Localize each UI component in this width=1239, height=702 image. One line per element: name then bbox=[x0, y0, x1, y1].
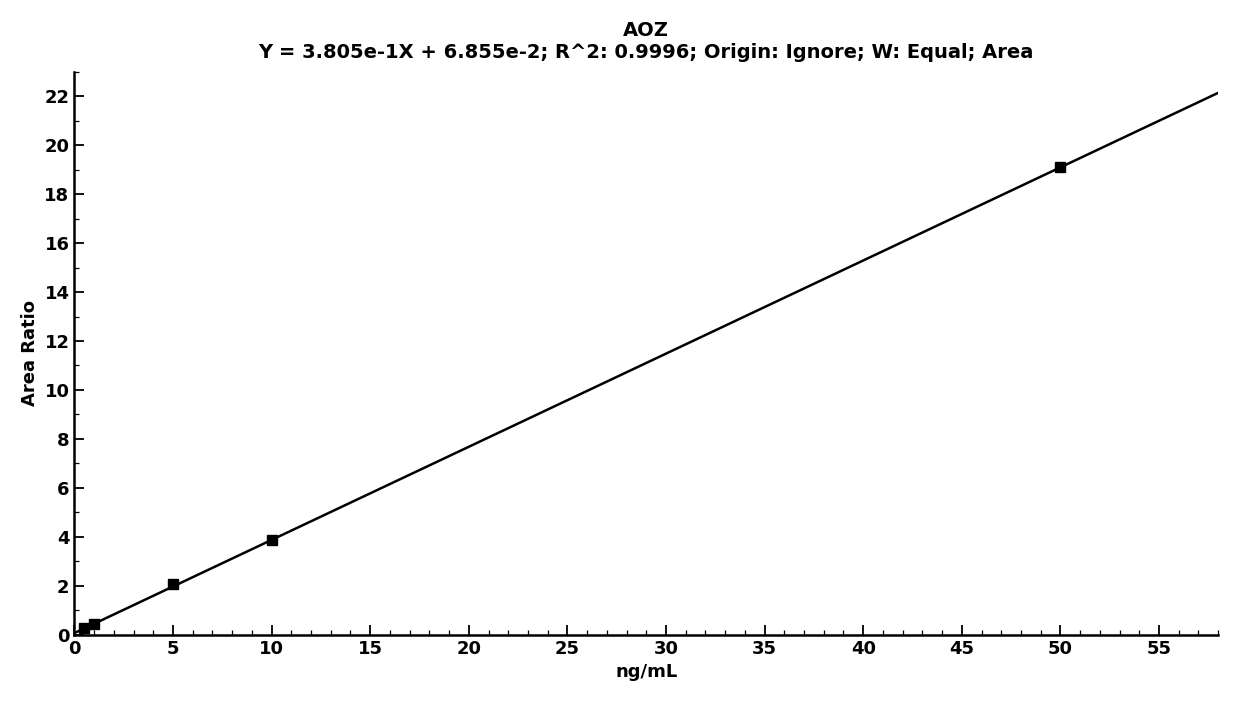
Title: AOZ
Y = 3.805e-1X + 6.855e-2; R^2: 0.9996; Origin: Ignore; W: Equal; Area: AOZ Y = 3.805e-1X + 6.855e-2; R^2: 0.999… bbox=[259, 21, 1035, 62]
Y-axis label: Area Ratio: Area Ratio bbox=[21, 300, 38, 406]
X-axis label: ng/mL: ng/mL bbox=[615, 663, 678, 681]
